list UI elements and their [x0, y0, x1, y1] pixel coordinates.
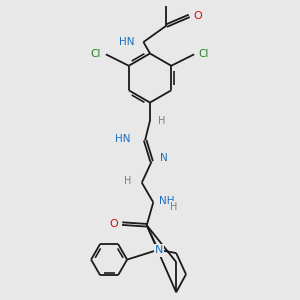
Text: HN: HN: [115, 134, 130, 143]
Text: NH: NH: [159, 196, 175, 206]
Text: Cl: Cl: [91, 49, 101, 59]
Text: H: H: [158, 116, 165, 126]
Text: H: H: [124, 176, 131, 186]
Text: N: N: [160, 153, 168, 163]
Text: H: H: [170, 202, 177, 212]
Text: O: O: [193, 11, 202, 21]
Text: N: N: [154, 245, 163, 255]
Text: O: O: [110, 219, 118, 229]
Text: HN: HN: [119, 37, 134, 47]
Text: Cl: Cl: [199, 49, 209, 59]
